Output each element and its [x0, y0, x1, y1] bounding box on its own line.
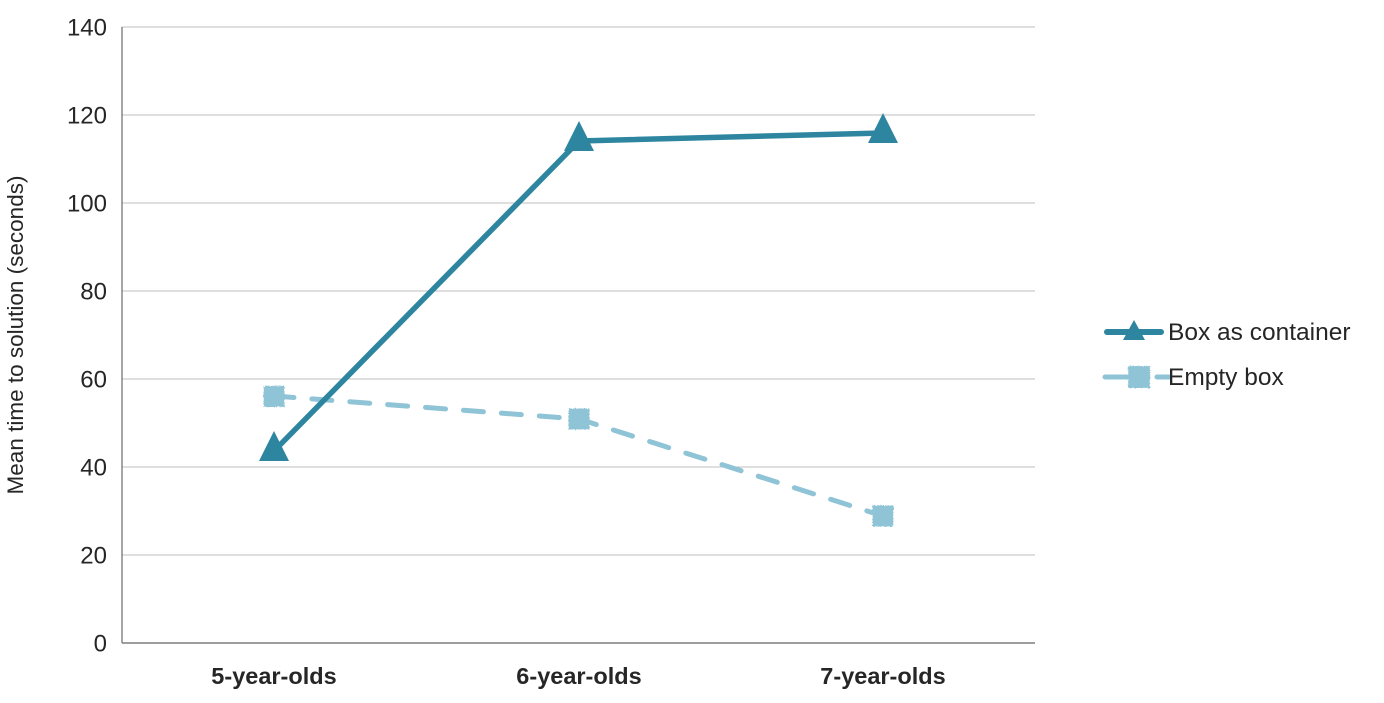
svg-text:100: 100	[67, 191, 107, 218]
svg-text:5-year-olds: 5-year-olds	[211, 663, 336, 689]
svg-text:40: 40	[80, 455, 107, 482]
svg-text:20: 20	[80, 543, 107, 570]
svg-text:Mean time to solution (seconds: Mean time to solution (seconds)	[3, 176, 28, 495]
svg-text:7-year-olds: 7-year-olds	[820, 663, 945, 689]
svg-text:140: 140	[67, 15, 107, 42]
svg-text:80: 80	[80, 279, 107, 306]
svg-text:120: 120	[67, 103, 107, 130]
svg-text:60: 60	[80, 367, 107, 394]
svg-text:0: 0	[94, 631, 107, 658]
svg-text:Empty box: Empty box	[1168, 364, 1284, 391]
svg-text:6-year-olds: 6-year-olds	[516, 663, 641, 689]
svg-text:Box as container: Box as container	[1168, 319, 1351, 346]
